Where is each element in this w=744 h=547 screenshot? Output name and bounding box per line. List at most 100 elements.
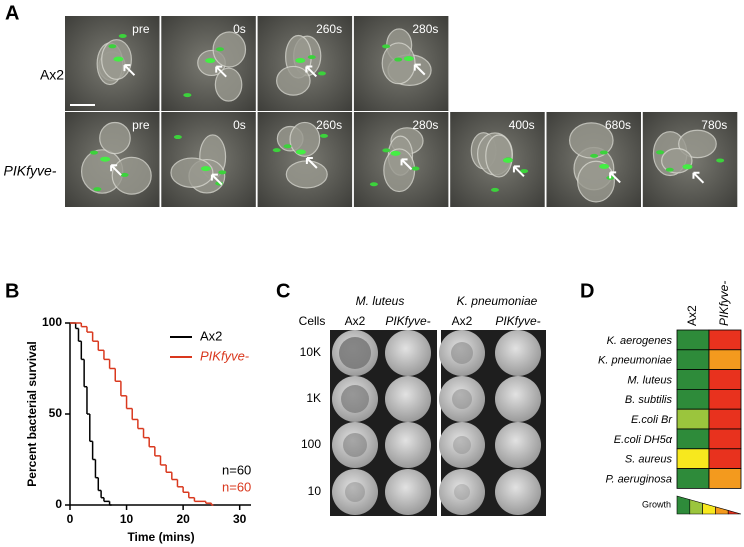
column-label: PIKfyve- <box>495 314 540 328</box>
column-label: Ax2 <box>685 305 699 326</box>
bacterium <box>218 170 227 175</box>
bacterium <box>520 169 529 174</box>
cell <box>381 42 416 85</box>
bacterium <box>369 182 378 187</box>
bacterium <box>120 172 129 177</box>
panel-c: C M. luteus K. pneumoniae Cells Ax2 PIKfyve-… <box>276 280 546 516</box>
legend-wedge <box>727 510 742 515</box>
heat-cell <box>676 349 710 370</box>
bacterium <box>590 153 599 158</box>
bacterium <box>502 157 513 163</box>
plaque <box>339 337 371 369</box>
cell <box>99 121 131 155</box>
time-label: pre <box>132 22 150 36</box>
arrow <box>215 65 227 78</box>
bacterium <box>403 56 414 62</box>
row-label: E.coli DH5α <box>614 434 673 446</box>
bacterium <box>113 56 124 62</box>
plaque <box>451 342 473 364</box>
bacterium <box>108 44 117 49</box>
heat-cell <box>708 428 742 450</box>
bacterium <box>317 71 326 76</box>
heat-cell <box>676 448 710 469</box>
legend-wedge <box>702 502 716 515</box>
annotation: n=60 <box>222 462 251 477</box>
well <box>495 376 541 422</box>
plaque <box>453 436 471 454</box>
heat-cell <box>708 468 742 489</box>
bacterium <box>382 44 391 49</box>
cell <box>285 160 328 189</box>
bacterium <box>295 149 306 155</box>
bacterium <box>394 57 403 62</box>
panel-label: D <box>580 280 594 302</box>
plaque <box>452 389 472 409</box>
row-label: P. aeruginosa <box>606 473 672 485</box>
cell <box>383 148 416 193</box>
heat-cell <box>708 349 742 370</box>
time-label: 260s <box>316 118 342 132</box>
heat-cell <box>676 329 710 351</box>
heat-cell <box>676 369 710 390</box>
well <box>385 469 431 515</box>
bacterium <box>89 150 98 155</box>
arrow <box>305 157 318 169</box>
heat-cell <box>676 468 710 489</box>
time-label: 260s <box>316 22 342 36</box>
heat-cell <box>676 408 710 430</box>
panel-a: A Ax2 pre 0s 260s 280s PIKfyve-pre 0s 260s 280s 4… <box>4 2 738 207</box>
cell <box>289 121 321 157</box>
time-label: 680s <box>605 118 631 132</box>
annotation: n=60 <box>222 479 251 494</box>
bacterium <box>682 164 693 170</box>
bacterium <box>173 135 182 140</box>
arrow <box>609 171 621 184</box>
bacterium <box>307 55 316 60</box>
well <box>495 422 541 468</box>
heat-cell <box>676 428 710 450</box>
time-label: 400s <box>509 118 535 132</box>
well <box>332 469 378 515</box>
bacterium <box>183 93 192 98</box>
bacterium <box>490 187 499 192</box>
time-label: 780s <box>701 118 727 132</box>
legend-label: Growth <box>642 499 671 509</box>
arrow <box>413 63 426 76</box>
row-label: B. subtilis <box>625 394 673 406</box>
panel-label: C <box>276 280 290 302</box>
panel-b: B Percent bacterial survival Time (mins)… <box>5 280 251 544</box>
well <box>439 469 485 515</box>
plaque <box>343 433 367 457</box>
y-tick-label: 0 <box>55 497 62 511</box>
arrow <box>400 158 413 171</box>
bacterium <box>319 133 328 138</box>
well <box>385 422 431 468</box>
group-label: K. pneumoniae <box>457 294 538 308</box>
time-label: 280s <box>412 22 438 36</box>
bacterium <box>599 150 608 155</box>
row-label: 10K <box>300 345 321 359</box>
column-label: PIKfyve- <box>385 314 430 328</box>
bacterium <box>215 47 224 52</box>
arrow <box>305 65 318 78</box>
row-label: Ax2 <box>40 67 64 83</box>
bacterium <box>283 144 292 149</box>
arrow <box>512 165 525 178</box>
heat-cell <box>708 448 742 469</box>
row-label: 10 <box>308 484 322 498</box>
plaque <box>454 484 470 500</box>
bacterium <box>200 166 211 172</box>
panel-d: D Ax2 PIKfyve- K. aerogenes K. pneumoniae M.… <box>580 280 742 515</box>
legend-wedge <box>676 495 691 515</box>
bacterium <box>411 166 420 171</box>
x-tick-label: 20 <box>176 512 190 526</box>
bacterium <box>93 187 102 192</box>
row-label: PIKfyve- <box>4 163 57 179</box>
y-tick-label: 50 <box>49 406 63 420</box>
bacterium <box>205 58 216 64</box>
group-label: M. luteus <box>356 294 405 308</box>
cell <box>485 134 513 178</box>
heat-cell <box>708 369 742 390</box>
row-label: S. aureus <box>625 454 673 466</box>
